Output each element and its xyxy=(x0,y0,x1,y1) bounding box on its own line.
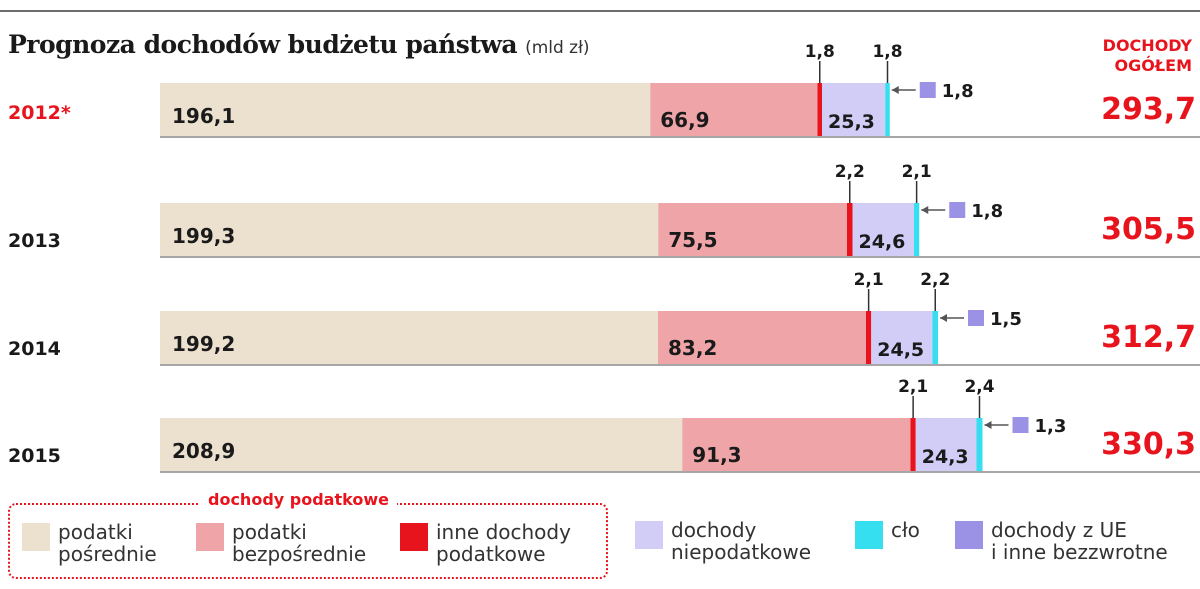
year-label: 2013 xyxy=(8,230,61,252)
bar-inne_podatkowe xyxy=(847,203,853,256)
bar-ue xyxy=(968,310,984,326)
bar-niepodatkowe xyxy=(871,311,933,364)
legend-item-clo: cło xyxy=(855,519,920,549)
value-label: 1,8 xyxy=(971,201,1003,222)
legend-swatch xyxy=(196,523,224,551)
value-label: 2,2 xyxy=(835,162,865,182)
value-label: 83,2 xyxy=(668,336,717,360)
value-label: 2,4 xyxy=(964,377,994,397)
value-label: 25,3 xyxy=(828,111,875,133)
bar-podatki_posrednie xyxy=(160,203,659,256)
value-label: 1,8 xyxy=(805,42,835,62)
value-label: 196,1 xyxy=(172,104,235,128)
bar-niepodatkowe xyxy=(915,418,977,471)
tax-legend-group-title: dochody podatkowe xyxy=(200,490,397,509)
legend-swatch xyxy=(635,521,663,549)
bar-podatki_bezposrednie xyxy=(658,311,866,364)
legend-label: inne dochody podatkowe xyxy=(436,520,571,566)
bar-inne_podatkowe xyxy=(866,311,872,364)
bar-niepodatkowe xyxy=(852,203,914,256)
legend-swatch xyxy=(400,523,428,551)
totals-header-line1: DOCHODY xyxy=(1102,36,1192,55)
callout-arrowhead xyxy=(940,314,947,322)
top-rule xyxy=(0,10,1200,12)
legend-item-ue: dochody z UE i inne bezzwrotne xyxy=(955,519,1168,563)
bar-niepodatkowe xyxy=(822,83,886,136)
legend-label: dochody niepodatkowe xyxy=(671,518,812,564)
legend-swatch xyxy=(955,521,983,549)
legend-label: podatki pośrednie xyxy=(58,520,157,566)
bar-clo xyxy=(885,83,890,136)
value-label: 91,3 xyxy=(692,443,741,467)
value-label: 1,5 xyxy=(990,309,1022,330)
bar-podatki_posrednie xyxy=(160,83,651,136)
bar-clo xyxy=(932,311,938,364)
year-label: 2012* xyxy=(8,102,71,124)
legend-item-niepodatkowe: dochody niepodatkowe xyxy=(635,519,811,563)
totals-header-line2: OGÓŁEM xyxy=(1114,56,1192,75)
value-label: 199,3 xyxy=(172,224,235,248)
bar-ue xyxy=(949,202,966,218)
legend-item-podatki_bezposrednie: podatki bezpośrednie xyxy=(196,521,366,565)
value-label: 2,1 xyxy=(898,377,928,397)
bar-clo xyxy=(914,203,920,256)
total-value: 293,7 xyxy=(1101,92,1196,127)
legend-label: podatki bezpośrednie xyxy=(232,520,367,566)
value-label: 1,3 xyxy=(1035,416,1067,437)
bar-clo xyxy=(976,418,983,471)
unit-label: (mld zł) xyxy=(525,38,590,58)
value-label: 24,3 xyxy=(922,446,969,468)
totals-header: DOCHODY OGÓŁEM xyxy=(1032,36,1192,76)
value-label: 24,5 xyxy=(877,339,924,361)
chart-title: Prognoza dochodów budżetu państwa (mld zł… xyxy=(8,30,590,59)
value-label: 24,6 xyxy=(859,231,906,253)
callout-arrowhead xyxy=(921,206,929,214)
value-label: 2,1 xyxy=(854,270,884,290)
bar-podatki_bezposrednie xyxy=(682,418,911,471)
legend-swatch xyxy=(855,521,883,549)
bar-podatki_bezposrednie xyxy=(658,203,847,256)
value-label: 75,5 xyxy=(668,228,717,252)
legend-label: dochody z UE i inne bezzwrotne xyxy=(991,518,1168,564)
bar-podatki_posrednie xyxy=(160,311,658,364)
bar-podatki_posrednie xyxy=(160,418,683,471)
bar-inne_podatkowe xyxy=(910,418,916,471)
total-value: 305,5 xyxy=(1101,212,1196,247)
value-label: 66,9 xyxy=(660,108,709,132)
legend-item-podatki_posrednie: podatki pośrednie xyxy=(22,521,157,565)
value-label: 208,9 xyxy=(172,439,235,463)
legend-label: cło xyxy=(891,518,920,542)
callout-arrowhead xyxy=(984,421,992,429)
total-value: 312,7 xyxy=(1101,320,1196,355)
callout-arrowhead xyxy=(891,86,899,94)
bar-podatki_bezposrednie xyxy=(650,83,818,136)
value-label: 1,8 xyxy=(942,81,974,102)
year-label: 2015 xyxy=(8,445,61,467)
value-label: 1,8 xyxy=(872,42,902,62)
year-label: 2014 xyxy=(8,338,61,360)
bar-ue xyxy=(919,82,936,98)
bar-inne_podatkowe xyxy=(817,83,822,136)
total-value: 330,3 xyxy=(1101,427,1196,462)
legend-swatch xyxy=(22,523,50,551)
bar-ue xyxy=(1012,417,1029,433)
legend-item-inne_podatkowe: inne dochody podatkowe xyxy=(400,521,571,565)
value-label: 2,1 xyxy=(902,162,932,182)
value-label: 2,2 xyxy=(920,270,950,290)
value-label: 199,2 xyxy=(172,332,235,356)
